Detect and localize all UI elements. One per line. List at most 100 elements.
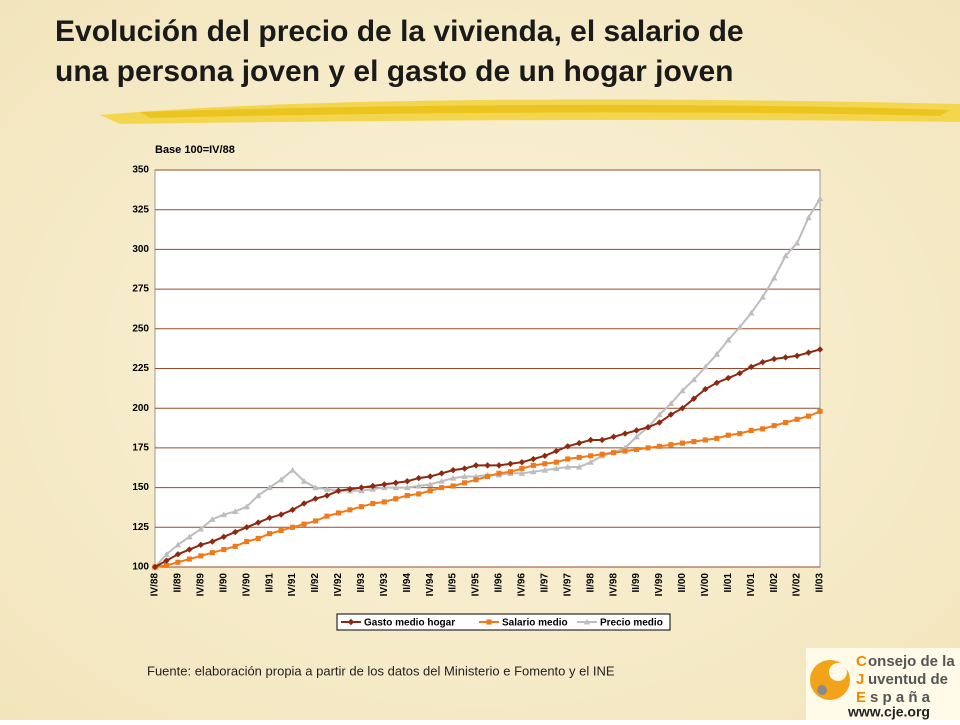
legend-label: Gasto medio hogar: [364, 618, 455, 629]
marker: [805, 214, 812, 221]
marker: [267, 531, 273, 537]
marker: [553, 459, 559, 465]
marker: [392, 479, 399, 487]
marker: [209, 516, 216, 522]
marker: [289, 466, 296, 473]
marker: [174, 541, 182, 548]
marker: [197, 541, 205, 548]
marker: [794, 416, 800, 422]
marker: [588, 453, 594, 459]
marker: [725, 336, 732, 343]
y-tick-label: 175: [132, 443, 149, 454]
marker: [725, 374, 732, 382]
marker: [748, 427, 754, 433]
x-tick-label: II/90: [218, 573, 229, 593]
marker: [369, 482, 377, 490]
marker: [679, 387, 686, 394]
marker: [415, 482, 422, 489]
marker: [496, 470, 502, 476]
marker: [782, 252, 789, 259]
marker: [610, 433, 617, 440]
marker: [175, 559, 181, 565]
marker: [583, 618, 591, 625]
marker: [243, 503, 250, 510]
marker: [668, 442, 674, 448]
marker: [667, 411, 675, 418]
marker: [370, 500, 376, 507]
marker: [290, 524, 296, 530]
marker: [439, 485, 445, 491]
marker: [656, 419, 663, 426]
marker: [323, 492, 331, 499]
marker: [186, 556, 192, 562]
marker: [736, 324, 743, 330]
marker: [805, 349, 812, 356]
marker: [599, 451, 605, 457]
marker: [656, 411, 663, 418]
marker: [347, 507, 353, 513]
marker: [301, 521, 307, 527]
x-tick-label: IV/88: [150, 573, 161, 597]
marker: [312, 518, 319, 524]
marker: [690, 395, 698, 402]
marker: [427, 488, 433, 494]
marker: [473, 477, 479, 483]
marker: [541, 452, 549, 460]
marker: [335, 510, 342, 516]
marker: [461, 473, 468, 480]
marker: [690, 376, 698, 383]
logo-url: www.cje.org: [847, 704, 930, 720]
marker: [151, 563, 159, 571]
marker: [759, 293, 766, 300]
y-tick-label: 100: [132, 562, 149, 573]
marker: [553, 465, 560, 472]
marker: [645, 445, 651, 451]
x-tick-label: IV/99: [654, 573, 665, 597]
marker: [300, 478, 308, 484]
marker: [426, 473, 434, 480]
marker: [564, 463, 571, 470]
marker: [725, 432, 731, 438]
marker: [416, 491, 422, 497]
marker: [576, 439, 583, 447]
x-tick-label: II/94: [402, 573, 413, 593]
marker: [347, 618, 355, 626]
y-tick-label: 250: [132, 323, 149, 334]
marker: [438, 470, 445, 477]
x-tick-label: IV/92: [333, 573, 344, 597]
marker: [312, 484, 319, 491]
marker: [381, 481, 388, 488]
x-tick-label: II/91: [264, 573, 275, 593]
marker: [816, 346, 824, 353]
logo-icon: [817, 685, 827, 695]
x-tick-label: II/93: [356, 573, 367, 593]
marker: [232, 508, 239, 514]
x-tick-label: IV/91: [287, 573, 298, 597]
x-tick-label: II/01: [723, 573, 734, 593]
marker: [220, 533, 227, 541]
marker: [714, 435, 720, 441]
logo-icon: [829, 663, 847, 681]
x-tick-label: IV/01: [746, 573, 757, 597]
x-tick-label: IV/02: [792, 573, 803, 597]
marker: [486, 619, 492, 625]
marker: [254, 519, 262, 526]
marker: [667, 400, 675, 406]
marker: [518, 470, 526, 476]
marker: [679, 440, 685, 446]
marker: [541, 466, 549, 473]
marker: [530, 455, 537, 463]
marker: [656, 443, 663, 449]
marker: [300, 500, 308, 507]
marker: [782, 354, 789, 361]
y-tick-label: 225: [132, 363, 149, 374]
marker: [518, 458, 526, 466]
marker: [163, 562, 170, 568]
marker: [426, 481, 434, 487]
y-tick-label: 150: [132, 482, 149, 493]
x-tick-label: II/95: [448, 573, 459, 593]
marker: [461, 465, 468, 472]
legend-label: Precio medio: [600, 618, 663, 629]
marker: [266, 514, 273, 521]
